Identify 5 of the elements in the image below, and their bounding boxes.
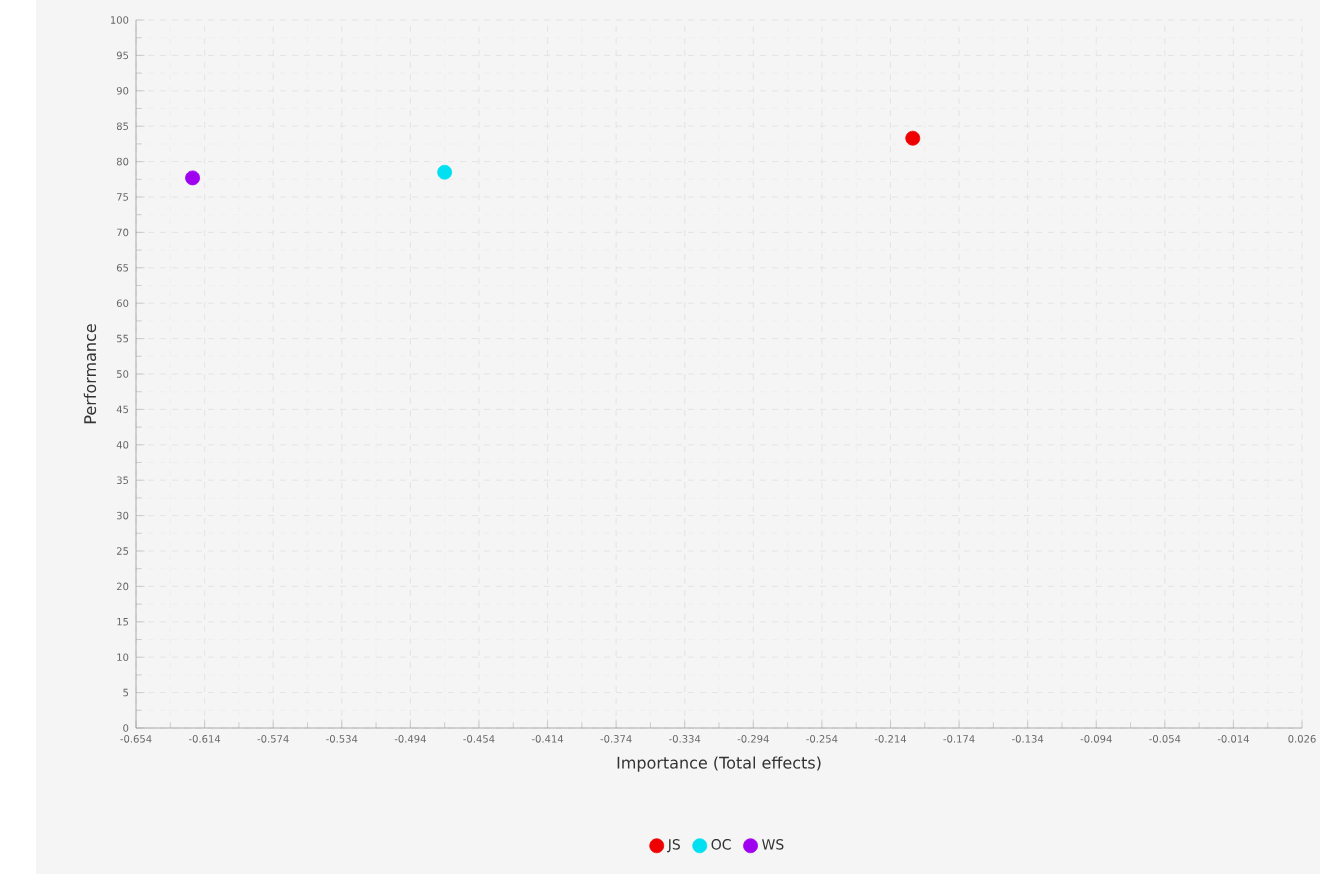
x-axis-title: Importance (Total effects) (617, 756, 821, 772)
point (437, 164, 453, 180)
point (905, 130, 921, 146)
point (185, 170, 200, 186)
y-axis-title: Performance (83, 324, 97, 424)
